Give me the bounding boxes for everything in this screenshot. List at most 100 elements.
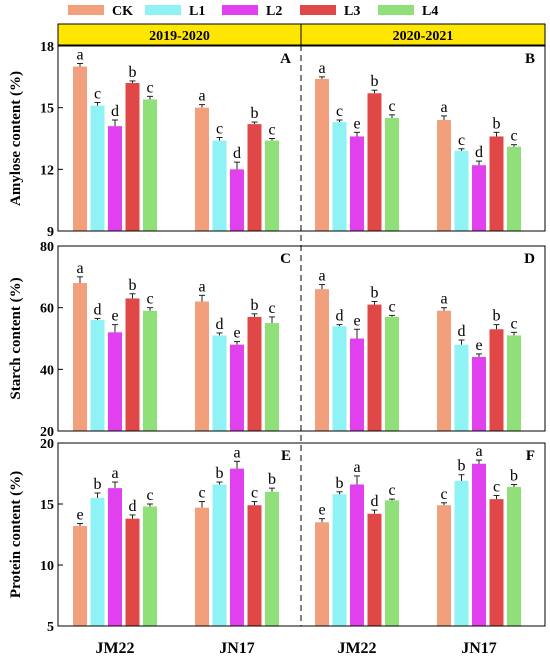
legend-item-l3: L3	[300, 4, 360, 19]
bar-C-JN17-L1	[212, 335, 227, 431]
sig-letter-E-JM22-L2: a	[111, 465, 118, 482]
bar-F-JM22-CK	[315, 522, 329, 626]
sig-letter-B-JM22-L1: c	[336, 103, 343, 120]
sig-letter-C-JN17-L3: b	[251, 297, 259, 314]
sig-letter-E-JM22-L1: b	[94, 476, 102, 493]
sig-letter-E-JN17-L1: b	[216, 465, 224, 482]
legend-label-l2: L2	[266, 4, 282, 19]
legend-swatch-ck	[68, 5, 104, 15]
bar-E-JM22-L4	[143, 506, 157, 626]
sig-letter-E-JM22-L3: d	[129, 498, 137, 515]
sig-letter-F-JN17-L1: b	[458, 458, 466, 475]
sig-letter-A-JM22-L2: d	[111, 103, 119, 120]
bar-D-JN17-CK	[437, 310, 451, 431]
sig-letter-D-JM22-L4: c	[388, 298, 395, 315]
sig-letter-F-JM22-L2: a	[353, 459, 360, 476]
sig-letter-A-JN17-L3: b	[251, 105, 259, 122]
bar-A-JM22-CK	[73, 66, 87, 231]
panel-label-B: B	[525, 51, 535, 67]
legend-item-l2: L2	[222, 4, 282, 19]
sig-letter-E-JN17-L3: c	[251, 485, 258, 502]
sig-letter-E-JN17-CK: c	[198, 485, 205, 502]
bar-E-JM22-CK	[73, 525, 87, 626]
bar-B-JM22-CK	[315, 78, 329, 231]
sig-letter-A-JN17-L4: c	[268, 122, 275, 139]
bar-A-JN17-CK	[195, 107, 209, 231]
sig-letter-B-JN17-L4: c	[510, 128, 517, 145]
sig-letter-D-JN17-L4: c	[510, 315, 517, 332]
bar-F-JN17-L2	[472, 463, 486, 626]
bar-F-JN17-L1	[454, 480, 469, 626]
sig-letter-B-JM22-L3: b	[371, 73, 379, 90]
bar-D-JM22-L3	[367, 304, 382, 431]
sig-letter-C-JM22-CK: a	[76, 260, 83, 277]
sig-letter-B-JN17-L1: c	[458, 132, 465, 149]
sig-letter-A-JM22-L4: c	[146, 79, 153, 96]
sig-letter-B-JN17-L2: d	[475, 144, 483, 161]
sig-letter-A-JN17-CK: a	[198, 88, 205, 105]
y-tick-label-A-9: 9	[47, 225, 54, 240]
sig-letter-C-JN17-L4: c	[268, 300, 275, 317]
bar-D-JM22-CK	[315, 289, 329, 431]
sig-letter-D-JN17-L2: e	[475, 337, 482, 354]
sig-letter-A-JM22-CK: a	[76, 46, 83, 63]
sig-letter-C-JM22-L4: c	[146, 291, 153, 308]
bar-D-JN17-L4	[507, 335, 521, 431]
y-tick-label-A-12: 12	[40, 163, 54, 178]
legend-swatch-l2	[222, 5, 258, 15]
x-category-label-2: JM22	[337, 640, 376, 657]
y-tick-label-C-60: 60	[40, 302, 54, 317]
sig-letter-F-JN17-L2: a	[475, 443, 482, 460]
legend-item-l1: L1	[145, 4, 205, 19]
sig-letter-D-JN17-L1: d	[458, 323, 466, 340]
bar-C-JM22-L3	[125, 298, 140, 431]
bar-A-JN17-L4	[265, 140, 279, 231]
panel-label-F: F	[526, 448, 535, 464]
sig-letter-B-JM22-L4: c	[388, 98, 395, 115]
legend-item-l4: L4	[378, 4, 438, 19]
bar-F-JM22-L3	[367, 513, 382, 626]
sig-letter-E-JM22-L4: c	[146, 487, 153, 504]
bar-B-JN17-CK	[437, 120, 451, 231]
bar-A-JM22-L4	[143, 99, 157, 231]
sig-letter-A-JM22-L1: c	[94, 86, 101, 103]
panel-label-E: E	[281, 448, 291, 464]
sig-letter-B-JM22-L2: e	[353, 115, 360, 132]
bar-F-JN17-L3	[489, 499, 504, 626]
sig-letter-C-JM22-L1: d	[94, 301, 102, 318]
legend-swatch-l1	[145, 5, 181, 15]
bar-E-JN17-CK	[195, 507, 209, 626]
bar-D-JN17-L2	[472, 357, 486, 431]
sig-letter-C-JN17-CK: a	[198, 278, 205, 295]
bar-F-JM22-L4	[385, 500, 399, 626]
legend-label-l4: L4	[422, 4, 438, 19]
bar-F-JN17-L4	[507, 486, 521, 626]
y-tick-label-E-10: 10	[40, 559, 54, 574]
bar-B-JN17-L2	[472, 165, 486, 231]
sig-letter-F-JM22-CK: e	[318, 502, 325, 519]
sig-letter-E-JN17-L4: b	[268, 471, 276, 488]
bar-C-JN17-CK	[195, 301, 209, 431]
bar-B-JM22-L2	[350, 136, 364, 231]
panel-label-D: D	[524, 251, 535, 267]
bar-F-JN17-CK	[437, 505, 451, 626]
sig-letter-C-JM22-L2: e	[111, 308, 118, 325]
bar-F-JM22-L2	[350, 484, 364, 626]
legend-label-l3: L3	[344, 4, 360, 19]
sig-letter-F-JN17-L4: b	[510, 467, 518, 484]
sig-letter-F-JM22-L4: c	[388, 482, 395, 499]
y-tick-label-E-5: 5	[47, 620, 54, 635]
x-category-label-0: JM22	[95, 640, 134, 657]
bar-A-JN17-L1	[212, 140, 227, 231]
sig-letter-C-JN17-L2: e	[233, 325, 240, 342]
bar-A-JN17-L3	[247, 124, 262, 231]
season-label-2020-2021: 2020-2021	[393, 29, 454, 44]
bar-E-JN17-L1	[212, 484, 227, 626]
sig-letter-D-JM22-L2: e	[353, 312, 360, 329]
